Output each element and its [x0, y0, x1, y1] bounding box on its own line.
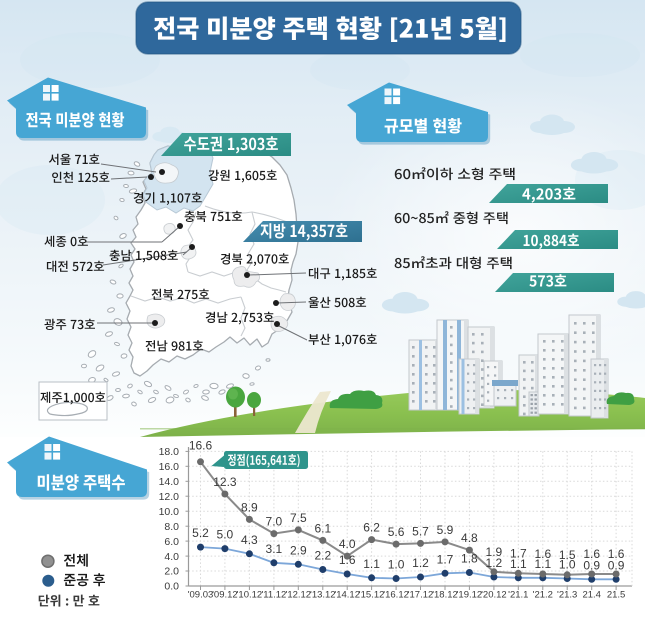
svg-text:1.6: 1.6 — [339, 553, 356, 567]
svg-text:7.0: 7.0 — [266, 515, 283, 529]
svg-text:12.3: 12.3 — [213, 475, 237, 489]
svg-text:6.0: 6.0 — [164, 536, 179, 548]
svg-text:'13.12: '13.12 — [310, 590, 336, 601]
svg-text:5.9: 5.9 — [437, 523, 454, 537]
svg-text:1.0: 1.0 — [388, 558, 405, 572]
svg-text:1.6: 1.6 — [534, 547, 551, 561]
svg-text:'18.12: '18.12 — [432, 590, 458, 601]
svg-text:1.9: 1.9 — [486, 545, 503, 559]
svg-text:'12.12: '12.12 — [286, 590, 312, 601]
svg-text:1.8: 1.8 — [461, 552, 478, 566]
svg-text:0.0: 0.0 — [164, 581, 179, 593]
svg-text:2.2: 2.2 — [314, 549, 331, 563]
svg-text:21.5: 21.5 — [607, 590, 626, 601]
svg-text:5.6: 5.6 — [388, 525, 405, 539]
svg-text:'19.12: '19.12 — [457, 590, 483, 601]
svg-text:1.7: 1.7 — [510, 546, 527, 560]
svg-text:1.1: 1.1 — [363, 557, 380, 571]
svg-text:5.2: 5.2 — [192, 526, 209, 540]
svg-text:'10.12: '10.12 — [237, 590, 263, 601]
svg-text:0.9: 0.9 — [583, 558, 600, 572]
svg-text:16.6: 16.6 — [189, 438, 213, 452]
svg-text:10.0: 10.0 — [159, 506, 180, 518]
svg-text:'09.03: '09.03 — [188, 590, 214, 601]
svg-text:1.2: 1.2 — [486, 556, 503, 570]
svg-text:3.1: 3.1 — [266, 542, 283, 556]
svg-text:'09.12: '09.12 — [212, 590, 238, 601]
svg-text:2.0: 2.0 — [164, 566, 179, 578]
svg-text:21.4: 21.4 — [582, 590, 601, 601]
svg-text:1.7: 1.7 — [437, 552, 454, 566]
svg-text:18.0: 18.0 — [159, 446, 180, 458]
svg-text:'15.12: '15.12 — [359, 590, 385, 601]
svg-text:'11.12: '11.12 — [261, 590, 286, 601]
svg-text:0.9: 0.9 — [608, 558, 625, 572]
svg-text:14.0: 14.0 — [159, 476, 180, 488]
svg-text:1.0: 1.0 — [559, 558, 576, 572]
svg-text:'21.1: '21.1 — [508, 590, 528, 601]
svg-text:8.0: 8.0 — [164, 521, 179, 533]
svg-text:4.8: 4.8 — [461, 531, 478, 545]
svg-text:6.2: 6.2 — [363, 521, 380, 535]
svg-text:6.1: 6.1 — [314, 521, 331, 535]
svg-text:5.7: 5.7 — [412, 524, 429, 538]
svg-text:8.9: 8.9 — [241, 500, 258, 514]
svg-text:2.9: 2.9 — [290, 543, 307, 557]
svg-text:1.6: 1.6 — [583, 547, 600, 561]
svg-text:12.0: 12.0 — [159, 491, 180, 503]
svg-text:'16.12: '16.12 — [383, 590, 409, 601]
svg-text:1.2: 1.2 — [412, 556, 429, 570]
svg-text:1.1: 1.1 — [534, 557, 551, 571]
svg-text:1.6: 1.6 — [608, 547, 625, 561]
svg-text:7.5: 7.5 — [290, 511, 307, 525]
svg-text:'14.12: '14.12 — [334, 590, 360, 601]
svg-text:1.5: 1.5 — [559, 548, 576, 562]
svg-text:16.0: 16.0 — [159, 461, 180, 473]
svg-text:'17.12: '17.12 — [408, 590, 434, 601]
svg-text:4.0: 4.0 — [164, 551, 179, 563]
svg-text:'20.12: '20.12 — [481, 590, 507, 601]
svg-text:4.0: 4.0 — [339, 537, 356, 551]
svg-text:5.0: 5.0 — [217, 528, 234, 542]
svg-text:4.3: 4.3 — [241, 533, 258, 547]
svg-text:'21.3: '21.3 — [557, 590, 577, 601]
svg-text:'21.2: '21.2 — [533, 590, 553, 601]
svg-text:1.1: 1.1 — [510, 557, 527, 571]
